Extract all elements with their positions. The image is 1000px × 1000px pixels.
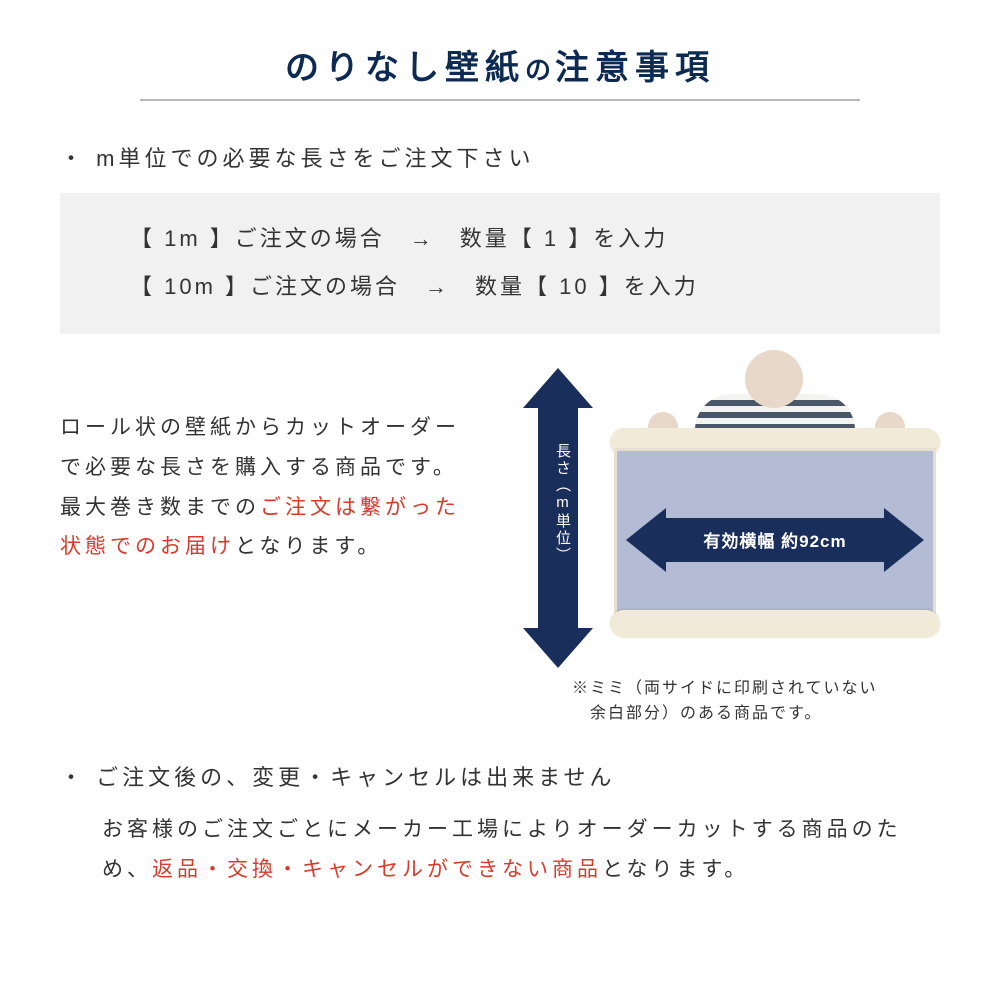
mid-section: ロール状の壁紙からカットオーダーで必要な長さを購入する商品です。最大巻き数までの… [60,358,940,698]
person-head [745,350,803,408]
length-arrow-label: 長さ（m単位） [552,443,573,564]
title-connector: の [525,55,555,85]
cut-order-description: ロール状の壁紙からカットオーダーで必要な長さを購入する商品です。最大巻き数までの… [60,358,480,698]
quantity-example-box: 【 1m 】ご注文の場合 → 数量【 1 】を入力 【 10m 】ご注文の場合 … [60,193,940,334]
mimi-note-line1: ※ミミ（両サイドに印刷されていない [572,680,878,697]
wallpaper-roll-bottom [610,610,940,638]
example-row-1m: 【 1m 】ご注文の場合 → 数量【 1 】を入力 [130,215,900,263]
bullet-order-by-meter: ・ m単位での必要な長さをご注文下さい [60,141,940,173]
mimi-note-line2: 余白部分）のある商品です。 [572,705,822,722]
width-arrow-label: 有効横幅 約92cm [664,518,886,562]
title-main: のりなし壁紙 [285,49,525,87]
no-cancel-description: お客様のご注文ごとにメーカー工場によりオーダーカットする商品のため、返品・交換・… [60,810,940,890]
example-row-10m: 【 10m 】ご注文の場合 → 数量【 10 】を入力 [130,263,900,311]
roll-diagram: 長さ（m単位） 有効横幅 約92cm ※ミミ（両サイドに印刷されていない 余白部… [480,358,940,698]
page-title: のりなし壁紙の注意事項 [60,40,940,89]
length-arrow-head-bottom [523,628,593,668]
mimi-footnote: ※ミミ（両サイドに印刷されていない 余白部分）のある商品です。 [572,676,878,727]
bullet-no-cancel: ・ ご注文後の、変更・キャンセルは出来ません [60,760,940,792]
bottom-text-part3: となります。 [602,858,749,881]
width-arrow-head-right [884,508,924,572]
title-underline [140,99,860,101]
bottom-text-highlight: 返品・交換・キャンセルができない商品 [152,858,602,881]
width-arrow-head-left [626,508,666,572]
mid-text-part3: となります。 [235,535,382,558]
title-suffix: 注意事項 [555,49,715,87]
